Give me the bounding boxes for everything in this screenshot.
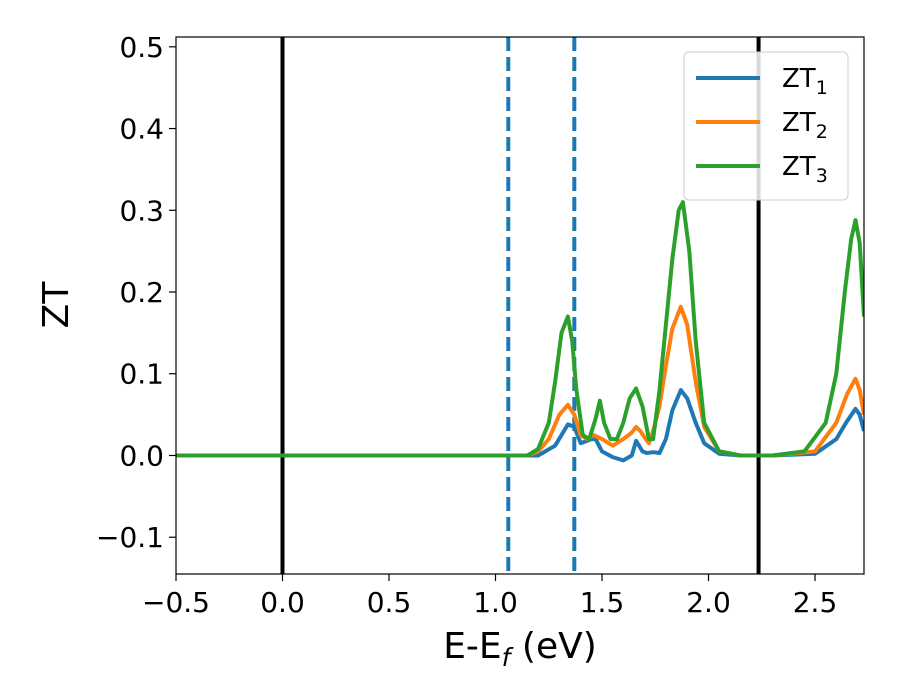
x-tick-label: 0.5 — [367, 586, 412, 619]
x-tick-label: 0.0 — [260, 586, 305, 619]
x-tick-label: 1.0 — [473, 586, 518, 619]
series-line-zt2 — [176, 304, 864, 458]
y-tick-label: 0.4 — [119, 113, 164, 146]
y-tick-label: 0.1 — [119, 358, 164, 391]
y-axis: −0.1 0.0 0.1 0.2 0.3 0.4 0.5 — [96, 31, 176, 554]
y-tick-label: 0.3 — [119, 194, 164, 227]
x-tick-label: 2.0 — [686, 586, 731, 619]
y-tick-label: 0.5 — [119, 31, 164, 64]
legend-box — [683, 51, 849, 201]
x-axis: −0.5 0.0 0.5 1.0 1.5 2.0 2.5 — [142, 574, 837, 619]
x-tick-label: 2.5 — [793, 586, 838, 619]
series-line-zt1 — [176, 388, 864, 463]
plot-frame — [175, 36, 865, 575]
x-tick-label: −0.5 — [142, 586, 210, 619]
legend-label-zt3: ZT3 — [782, 152, 828, 187]
series-line-zt3 — [176, 200, 864, 458]
y-axis-label: ZT — [36, 281, 77, 329]
y-tick-label: −0.1 — [96, 521, 164, 554]
series-lines — [176, 200, 864, 463]
x-axis-label: E-Ef (eV) — [443, 626, 597, 672]
y-tick-label: 0.2 — [119, 276, 164, 309]
legend: ZT1 ZT2 ZT3 — [683, 51, 849, 201]
x-tick-label: 1.5 — [580, 586, 625, 619]
y-tick-label: 0.0 — [119, 439, 164, 472]
legend-label-zt1: ZT1 — [782, 64, 828, 99]
legend-label-zt2: ZT2 — [782, 108, 828, 143]
